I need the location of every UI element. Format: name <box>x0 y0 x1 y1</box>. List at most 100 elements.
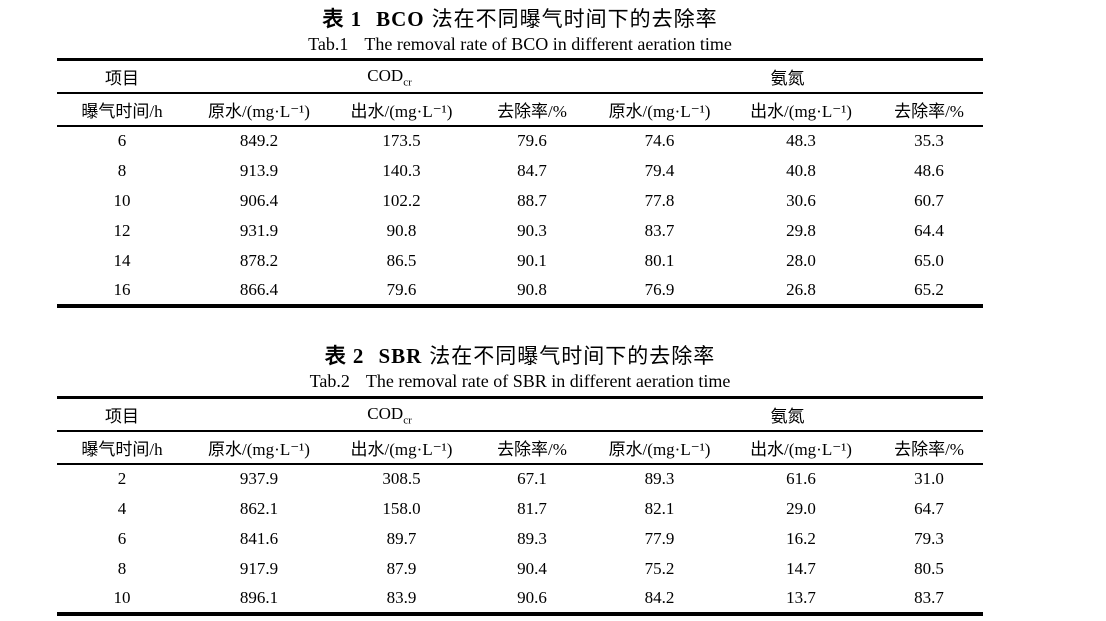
cell: 74.6 <box>644 131 675 150</box>
cell: 8 <box>117 558 127 578</box>
table1-title-zh-text: 法在不同曝气时间下的去除率 <box>431 7 718 31</box>
cell: 87.9 <box>386 558 417 578</box>
header-cod: CODcr <box>187 59 593 94</box>
cell: 79.4 <box>644 160 675 180</box>
cell: 88.7 <box>517 190 547 210</box>
cell: 79.6 <box>517 131 547 150</box>
cell: 10 <box>113 587 131 607</box>
cell: 841.6 <box>239 528 279 548</box>
subheader-removal-rate: 去除率/% <box>875 92 984 127</box>
table-row: 16 866.4 79.6 90.8 76.9 26.8 65.2 <box>57 276 983 306</box>
cell: 16 <box>113 279 131 299</box>
cell: 29.8 <box>786 220 816 240</box>
subheader-raw-water: 原水/(mg·L⁻¹) <box>187 92 331 127</box>
table2: 项目 CODcr 氨氮 曝气时间/h 原水/(mg·L⁻¹) 出水/(mg·L⁻… <box>57 396 984 616</box>
cell: 89.3 <box>644 469 675 488</box>
cell: 83.7 <box>914 587 944 607</box>
cell: 906.4 <box>239 190 279 210</box>
table2-subheader-row: 曝气时间/h 原水/(mg·L⁻¹) 出水/(mg·L⁻¹) 去除率/% 原水/… <box>57 430 984 465</box>
table2-caption: 表 2 SBR 法在不同曝气时间下的去除率 Tab.2 The removal rat… <box>57 343 983 393</box>
cell: 6 <box>117 528 127 548</box>
table2-number-zh: 表 2 <box>324 344 365 368</box>
cell: 931.9 <box>239 220 279 240</box>
cell: 48.6 <box>914 160 944 180</box>
cell: 76.9 <box>644 279 675 299</box>
cell: 2 <box>117 469 127 488</box>
cell: 28.0 <box>786 250 816 270</box>
subheader-aeration-time: 曝气时间/h <box>57 430 187 465</box>
subheader-effluent: 出水/(mg·L⁻¹) <box>331 430 472 465</box>
table1-caption: 表 1 BCO 法在不同曝气时间下的去除率 Tab.1 The removal rat… <box>57 6 983 56</box>
subheader-aeration-time: 曝气时间/h <box>57 92 187 127</box>
cell: 61.6 <box>786 469 816 488</box>
cell: 82.1 <box>644 498 675 518</box>
cell: 84.2 <box>644 587 675 607</box>
cell: 64.7 <box>914 498 944 518</box>
cell: 308.5 <box>382 469 421 488</box>
cell: 8 <box>117 160 127 180</box>
table-row: 2 937.9 308.5 67.1 89.3 61.6 31.0 <box>57 464 983 494</box>
subheader-effluent: 出水/(mg·L⁻¹) <box>331 92 472 127</box>
cell: 81.7 <box>517 498 547 518</box>
cell: 90.3 <box>517 220 547 240</box>
table1: 项目 CODcr 氨氮 曝气时间/h 原水/(mg·L⁻¹) 出水/(mg·L⁻… <box>57 58 984 308</box>
cell: 84.7 <box>517 160 547 180</box>
cell: 6 <box>117 131 127 150</box>
cell: 29.0 <box>786 498 816 518</box>
cell: 90.8 <box>386 220 417 240</box>
cell: 917.9 <box>239 558 279 578</box>
cell: 48.3 <box>786 131 816 150</box>
cell: 35.3 <box>914 131 944 150</box>
table1-method-zh: BCO <box>376 7 425 31</box>
subheader-removal-rate: 去除率/% <box>472 92 593 127</box>
cell: 77.8 <box>644 190 675 210</box>
table-row: 14 878.2 86.5 90.1 80.1 28.0 65.0 <box>57 246 983 276</box>
cell: 65.0 <box>914 250 944 270</box>
cell: 849.2 <box>239 131 279 150</box>
cell: 79.6 <box>386 279 417 299</box>
header-cod: CODcr <box>187 397 593 432</box>
cell: 83.9 <box>386 587 417 607</box>
cell: 79.3 <box>914 528 944 548</box>
cell: 90.1 <box>517 250 547 270</box>
subheader-raw-water: 原水/(mg·L⁻¹) <box>592 430 728 465</box>
header-ammonia: 氨氮 <box>592 59 984 94</box>
cell: 30.6 <box>786 190 816 210</box>
cell: 102.2 <box>382 190 421 210</box>
cell: 878.2 <box>239 250 279 270</box>
cell: 937.9 <box>239 469 279 488</box>
cell: 12 <box>113 220 131 240</box>
cell: 13.7 <box>786 587 816 607</box>
table-row: 8 917.9 87.9 90.4 75.2 14.7 80.5 <box>57 554 983 584</box>
cell: 862.1 <box>239 498 279 518</box>
table1-number-zh: 表 1 <box>322 7 363 31</box>
cell: 90.4 <box>517 558 547 578</box>
cell: 31.0 <box>914 469 944 488</box>
subheader-raw-water: 原水/(mg·L⁻¹) <box>187 430 331 465</box>
table1-title-zh: 表 1 BCO 法在不同曝气时间下的去除率 <box>57 6 983 33</box>
table2-title-en-text: The removal rate of SBR in different aer… <box>365 371 731 391</box>
cell: 86.5 <box>386 250 417 270</box>
cell: 89.7 <box>386 528 417 548</box>
cell: 83.7 <box>644 220 675 240</box>
cell: 77.9 <box>644 528 675 548</box>
subheader-removal-rate: 去除率/% <box>472 430 593 465</box>
table1-number-en: Tab.1 <box>308 34 349 54</box>
table2-title-zh-text: 法在不同曝气时间下的去除率 <box>429 344 716 368</box>
cell: 16.2 <box>786 528 816 548</box>
cell: 80.5 <box>914 558 944 578</box>
table-row: 12 931.9 90.8 90.3 83.7 29.8 64.4 <box>57 216 983 246</box>
subheader-effluent: 出水/(mg·L⁻¹) <box>727 430 876 465</box>
table1-title-en-text: The removal rate of BCO in different aer… <box>364 34 732 54</box>
table1-subheader-row: 曝气时间/h 原水/(mg·L⁻¹) 出水/(mg·L⁻¹) 去除率/% 原水/… <box>57 92 984 127</box>
cell: 64.4 <box>914 220 944 240</box>
subheader-removal-rate: 去除率/% <box>875 430 984 465</box>
cell: 65.2 <box>914 279 944 299</box>
cell: 26.8 <box>786 279 816 299</box>
table1-title-en: Tab.1 The removal rate of BCO in differen… <box>57 33 983 56</box>
header-ammonia: 氨氮 <box>592 397 984 432</box>
table-row: 10 906.4 102.2 88.7 77.8 30.6 60.7 <box>57 186 983 216</box>
cell: 89.3 <box>517 528 547 548</box>
subheader-raw-water: 原水/(mg·L⁻¹) <box>592 92 728 127</box>
cell: 90.6 <box>517 587 547 607</box>
